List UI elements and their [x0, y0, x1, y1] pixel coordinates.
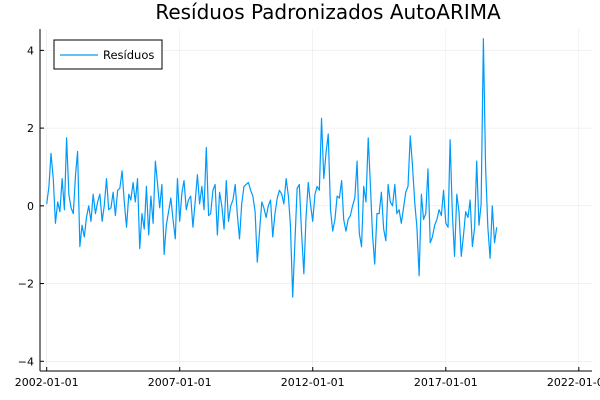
legend: Resíduos — [53, 39, 163, 70]
y-tick-label: 0 — [27, 200, 34, 213]
y-tick-label: 2 — [27, 122, 34, 135]
legend-label: Resíduos — [103, 48, 154, 62]
y-tick-label: −2 — [18, 278, 34, 291]
grid — [40, 29, 592, 371]
y-tick-label: 4 — [27, 44, 34, 57]
series-line-residuos — [46, 38, 498, 298]
axes: 2002-01-01 2007-01-01 2012-01-01 2017-01-01… — [15, 29, 600, 389]
x-tick-label: 2002-01-01 — [15, 376, 79, 389]
chart-title: Resíduos Padronizados AutoARIMA — [155, 0, 501, 24]
x-tick-label: 2012-01-01 — [281, 376, 345, 389]
x-tick-label: 2017-01-01 — [414, 376, 478, 389]
x-tick-label: 2022-01-01 — [547, 376, 600, 389]
x-tick-label: 2007-01-01 — [148, 376, 212, 389]
y-tick-label: −4 — [18, 355, 34, 368]
plot-area — [46, 38, 498, 298]
